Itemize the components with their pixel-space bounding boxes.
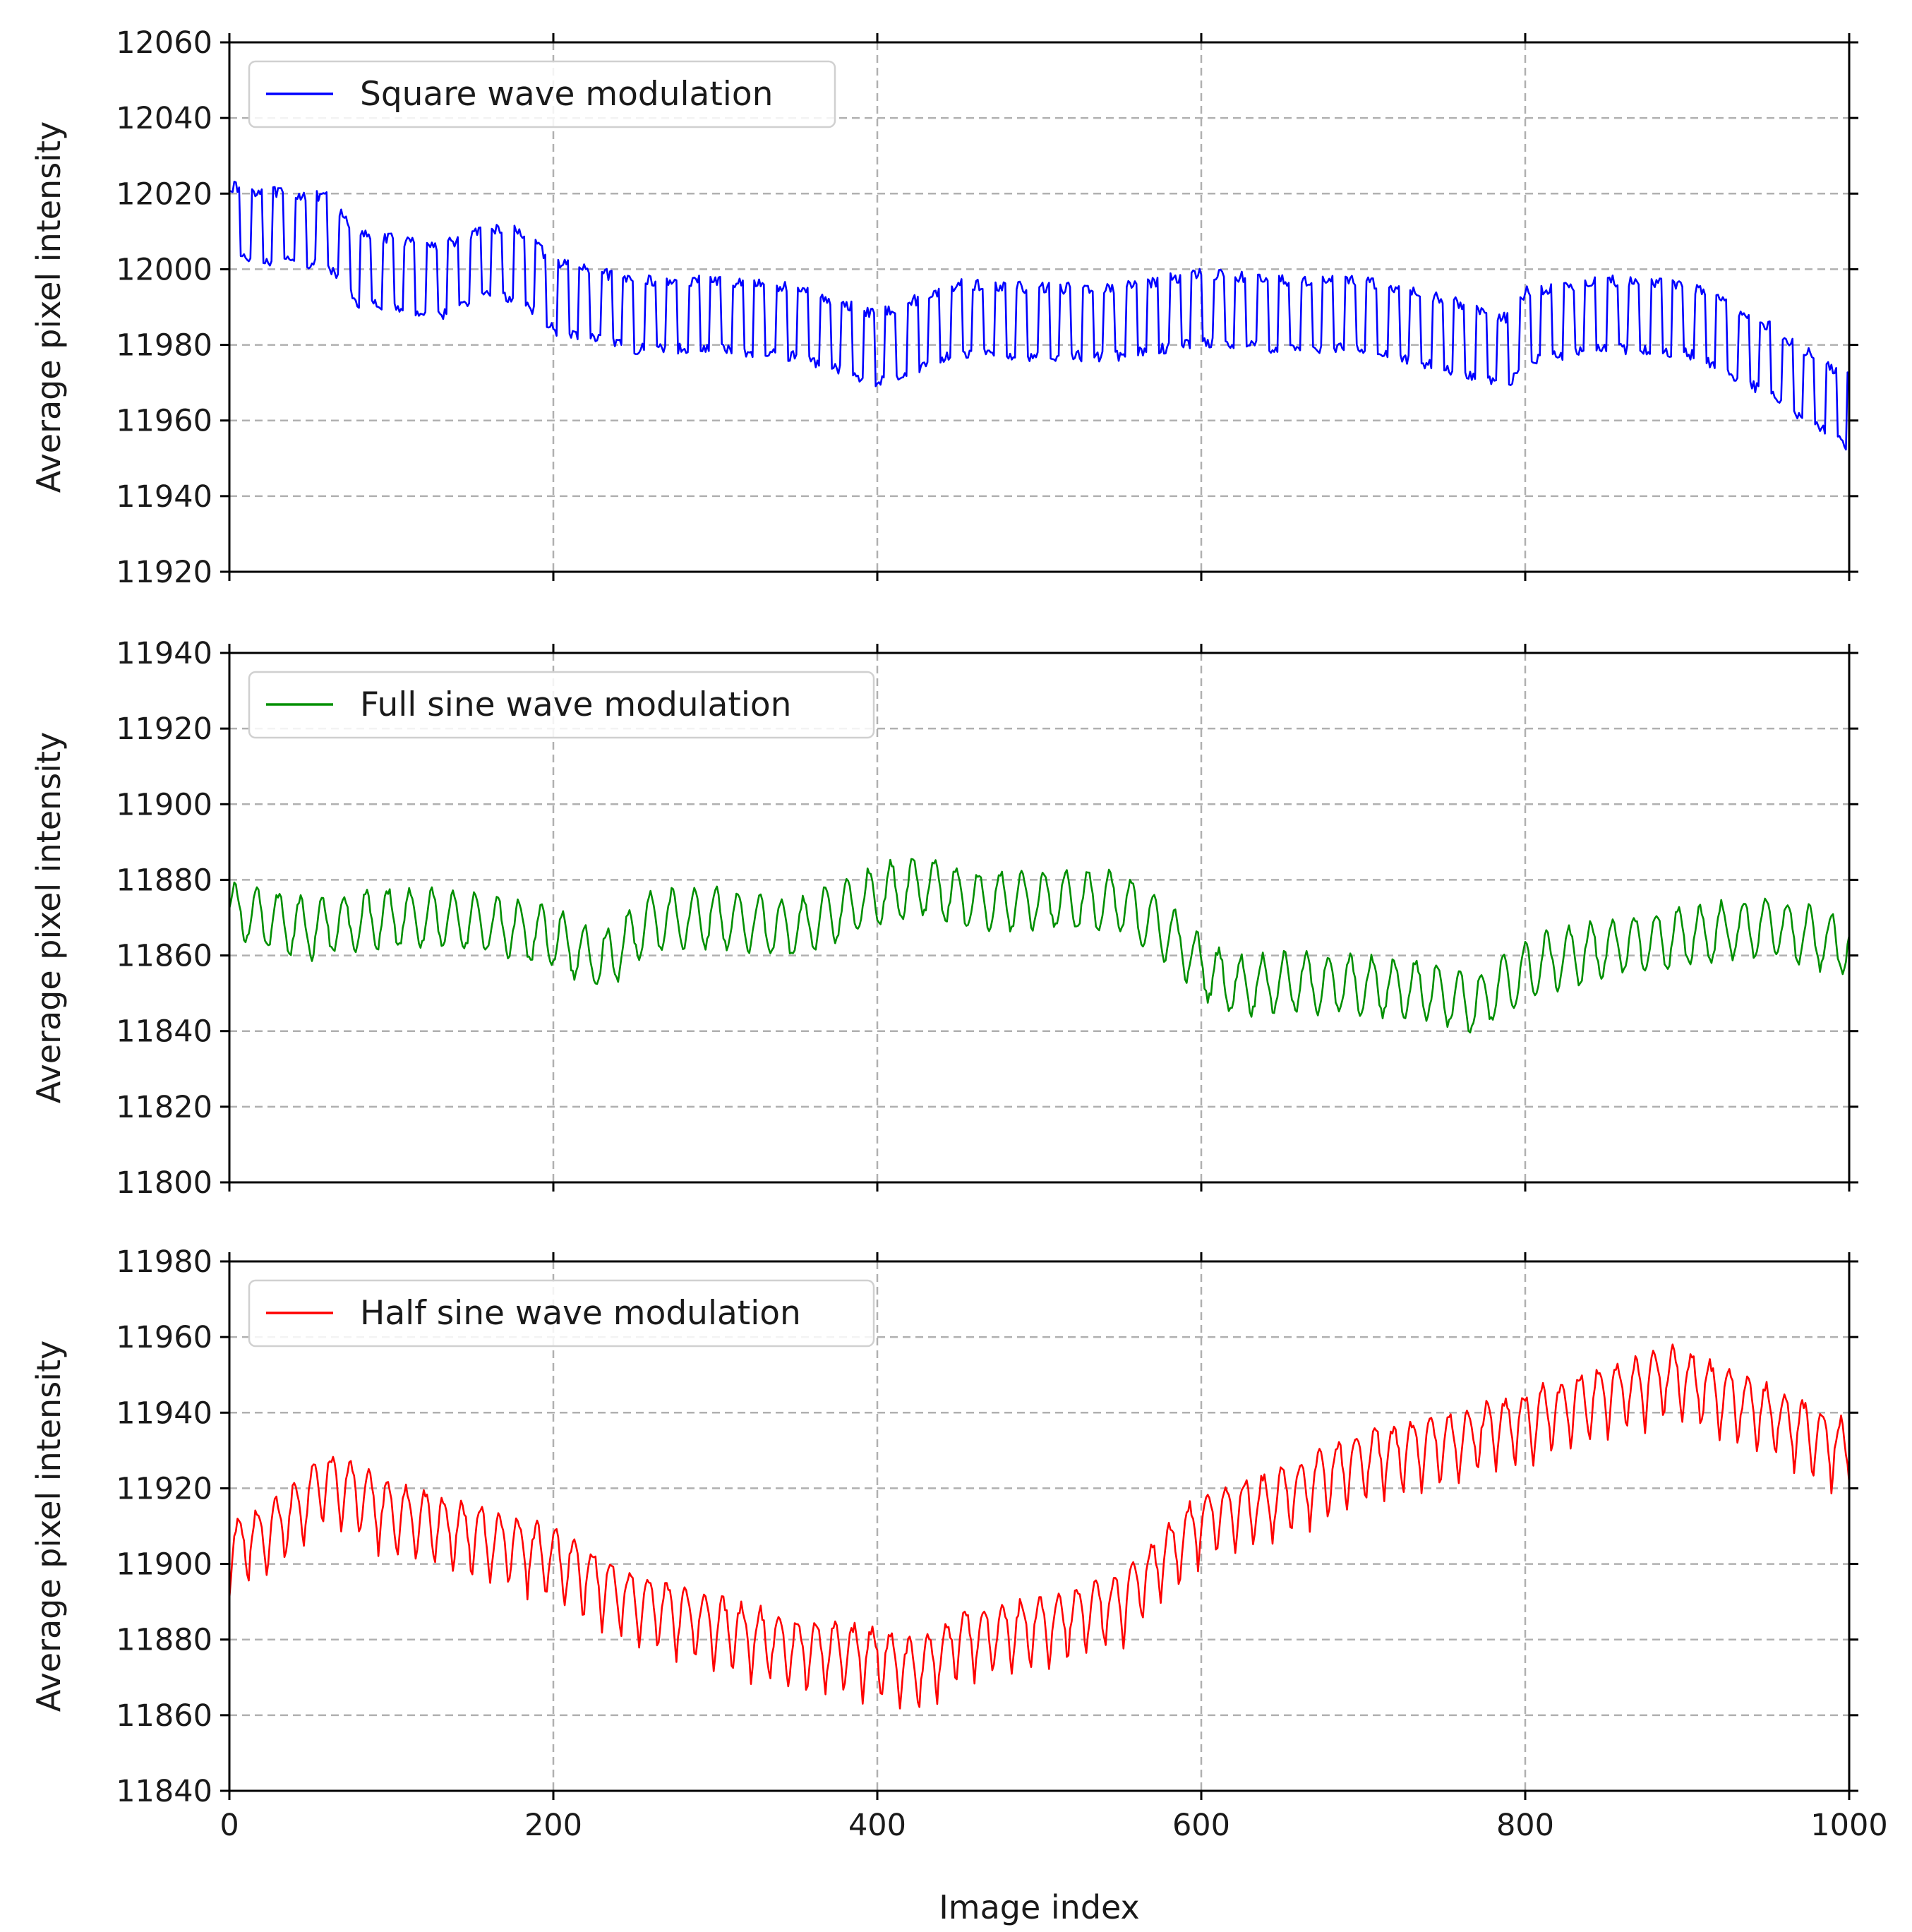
y-tick-label: 12020 xyxy=(116,176,212,212)
y-tick-label: 11840 xyxy=(116,1014,212,1050)
panel-3: 11840 11860 11880 11900 11920 11940 11960 11980… xyxy=(30,1244,1888,1843)
legend: Full sine wave modulation xyxy=(248,671,875,739)
x-tick-label: 200 xyxy=(524,1808,582,1843)
legend-label: Full sine wave modulation xyxy=(360,685,791,724)
series-line xyxy=(229,181,1849,451)
y-tick-label: 11960 xyxy=(116,404,212,439)
x-tick-label: 800 xyxy=(1496,1808,1554,1843)
x-tick-label: 400 xyxy=(848,1808,906,1843)
y-tick-label: 12060 xyxy=(116,25,212,61)
y-tick-label: 11820 xyxy=(116,1090,212,1125)
series-line xyxy=(229,858,1849,1033)
y-tick-label: 11840 xyxy=(116,1774,212,1809)
y-tick-label: 11980 xyxy=(116,328,212,364)
legend-box xyxy=(248,671,875,739)
y-tick-label: 11900 xyxy=(116,787,212,822)
y-axis-label: Average pixel intensity xyxy=(30,121,68,493)
y-tick-label: 11940 xyxy=(116,636,212,671)
x-tick-label: 0 xyxy=(220,1808,239,1843)
legend: Half sine wave modulation xyxy=(248,1279,875,1348)
y-tick-label: 11900 xyxy=(116,1547,212,1583)
y-tick-label: 11860 xyxy=(116,1698,212,1734)
y-tick-label: 11940 xyxy=(116,479,212,515)
y-axis-label: Average pixel intensity xyxy=(30,732,68,1103)
y-axis-label: Average pixel intensity xyxy=(30,1340,68,1712)
y-tick-label: 12040 xyxy=(116,101,212,136)
y-tick-label: 12000 xyxy=(116,252,212,287)
panels: 11920 11940 11960 11980 12000 12020 12040 12060… xyxy=(30,25,1888,1843)
plot-frame xyxy=(228,1260,1851,1792)
plot-frame xyxy=(228,652,1851,1184)
y-tick-label: 11960 xyxy=(116,1320,212,1355)
panel-2: 11800 11820 11840 11860 11880 11900 11920 11940… xyxy=(30,636,1858,1201)
panel-1: 11920 11940 11960 11980 12000 12020 12040 12060… xyxy=(30,25,1858,590)
series-line xyxy=(229,1343,1849,1710)
y-tick-label: 11980 xyxy=(116,1244,212,1280)
y-tick-label: 11880 xyxy=(116,863,212,898)
legend-label: Square wave modulation xyxy=(360,75,773,114)
y-tick-label: 11800 xyxy=(116,1165,212,1201)
x-axis-label: Image index xyxy=(939,1888,1140,1926)
y-tick-label: 11940 xyxy=(116,1396,212,1431)
legend-box xyxy=(248,60,836,128)
y-tick-label: 11920 xyxy=(116,1471,212,1506)
y-tick-label: 11920 xyxy=(116,712,212,747)
legend-box xyxy=(248,1279,875,1348)
legend: Square wave modulation xyxy=(248,60,836,128)
x-tick-label: 600 xyxy=(1172,1808,1230,1843)
y-tick-label: 11920 xyxy=(116,555,212,590)
y-tick-label: 11860 xyxy=(116,939,212,974)
plot-frame xyxy=(228,41,1851,573)
legend-label: Half sine wave modulation xyxy=(360,1294,801,1333)
y-tick-label: 11880 xyxy=(116,1623,212,1658)
x-tick-label: 1000 xyxy=(1810,1808,1887,1843)
